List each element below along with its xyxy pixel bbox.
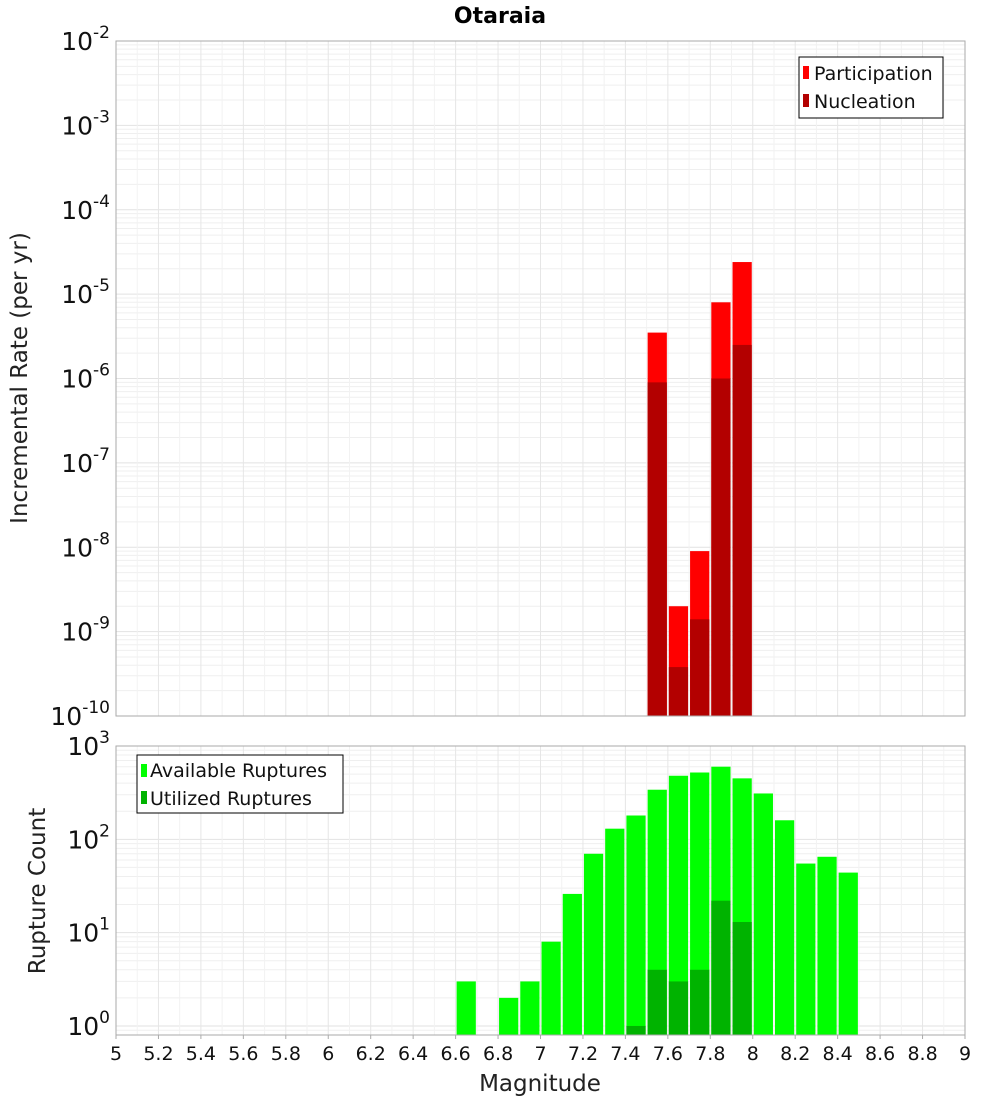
bottom-legend-box (136, 754, 344, 814)
top-y-tick-label: 10-3 (61, 107, 110, 140)
legend-swatch-participation (803, 66, 809, 79)
x-tick-label: 5.8 (271, 1043, 301, 1065)
bar-nucleation (690, 619, 710, 716)
legend-label-available: Available Ruptures (150, 760, 327, 782)
top-y-tick-label: 10-6 (61, 361, 110, 394)
bar-available-ruptures (456, 981, 476, 1035)
bar-available-ruptures (583, 853, 604, 1035)
bottom-y-tick-label: 100 (67, 1008, 110, 1041)
bar-utilized-ruptures (732, 922, 752, 1035)
bar-utilized-ruptures (668, 981, 689, 1035)
bar-nucleation (647, 382, 667, 716)
top-bars (647, 262, 752, 716)
bar-utilized-ruptures (711, 900, 731, 1035)
x-axis-label: Magnitude (479, 1071, 601, 1097)
bar-available-ruptures (520, 981, 540, 1035)
x-tick-label: 6.2 (356, 1043, 386, 1065)
bar-available-ruptures (605, 828, 625, 1035)
bar-available-ruptures (753, 793, 773, 1035)
bottom-y-tick-label: 102 (67, 821, 110, 854)
top-y-tick-label: 10-10 (50, 698, 110, 731)
legend-label-nucleation: Nucleation (814, 91, 916, 113)
bar-available-ruptures (562, 893, 582, 1035)
x-tick-label: 5.2 (143, 1043, 173, 1065)
bottom-y-tick-label: 101 (67, 915, 110, 948)
x-tick-label: 6 (322, 1043, 334, 1065)
x-tick-label: 6.6 (440, 1043, 470, 1065)
legend-swatch-available (141, 764, 147, 777)
bar-nucleation (711, 378, 731, 716)
top-y-axis-label: Incremental Rate (per yr) (7, 232, 33, 524)
bar-available-ruptures (690, 772, 710, 1035)
chart-title: Otaraia (454, 4, 546, 29)
top-y-tick-label: 10-4 (61, 192, 110, 225)
legend-swatch-utilized (141, 791, 147, 804)
bar-utilized-ruptures (647, 969, 667, 1035)
top-y-ticks: 10-10 10-9 10-8 10-7 10-6 10-5 10-4 10-3 10-2 (50, 23, 110, 731)
x-tick-label: 7.6 (653, 1043, 683, 1065)
bar-available-ruptures (541, 941, 561, 1035)
x-tick-label: 7 (534, 1043, 546, 1065)
x-tick-label: 8.2 (780, 1043, 810, 1065)
bar-available-ruptures (796, 863, 816, 1035)
x-tick-label: 7.2 (568, 1043, 598, 1065)
bar-available-ruptures (774, 820, 795, 1035)
top-legend: Participation Nucleation (798, 56, 944, 119)
bar-available-ruptures (626, 815, 646, 1035)
legend-label-utilized: Utilized Ruptures (150, 788, 312, 810)
bar-available-ruptures (838, 872, 858, 1035)
x-tick-label: 7.8 (695, 1043, 725, 1065)
bottom-y-axis-label: Rupture Count (25, 808, 51, 974)
bar-available-ruptures (668, 775, 689, 1035)
bar-utilized-ruptures (690, 969, 710, 1035)
bottom-legend: Available Ruptures Utilized Ruptures (136, 754, 344, 814)
legend-swatch-nucleation (803, 94, 809, 107)
bottom-y-ticks: 100 101 102 103 (67, 728, 110, 1041)
top-gridlines (115, 40, 966, 717)
bar-available-ruptures (817, 856, 837, 1035)
x-tick-label: 8.8 (907, 1043, 937, 1065)
x-tick-label: 6.4 (398, 1043, 428, 1065)
legend-label-participation: Participation (814, 63, 933, 85)
top-y-tick-label: 10-7 (61, 445, 110, 478)
bottom-x-ticks: 5 5.2 5.4 5.6 5.8 6 6.2 6.4 6.6 6.8 7 7.2 7.4 7.6 7.8 8… (110, 1035, 971, 1065)
top-plot-frame (115, 40, 966, 717)
bar-available-ruptures (499, 997, 519, 1035)
bar-nucleation (668, 667, 689, 716)
x-tick-label: 9 (959, 1043, 971, 1065)
x-tick-label: 8 (747, 1043, 759, 1065)
top-y-tick-label: 10-9 (61, 614, 110, 647)
x-tick-label: 8.6 (865, 1043, 895, 1065)
top-y-tick-label: 10-8 (61, 529, 110, 562)
bottom-bars (456, 766, 858, 1035)
x-tick-label: 5.6 (228, 1043, 258, 1065)
top-legend-box (798, 56, 944, 119)
x-tick-label: 7.4 (610, 1043, 640, 1065)
x-tick-label: 5 (110, 1043, 122, 1065)
bar-nucleation (732, 344, 752, 716)
top-y-tick-label: 10-5 (61, 276, 110, 309)
x-tick-label: 6.8 (483, 1043, 513, 1065)
bottom-y-tick-label: 103 (67, 728, 110, 761)
x-tick-label: 5.4 (186, 1043, 216, 1065)
bar-utilized-ruptures (626, 1025, 646, 1035)
x-tick-label: 8.4 (823, 1043, 853, 1065)
top-y-tick-label: 10-2 (61, 23, 110, 56)
